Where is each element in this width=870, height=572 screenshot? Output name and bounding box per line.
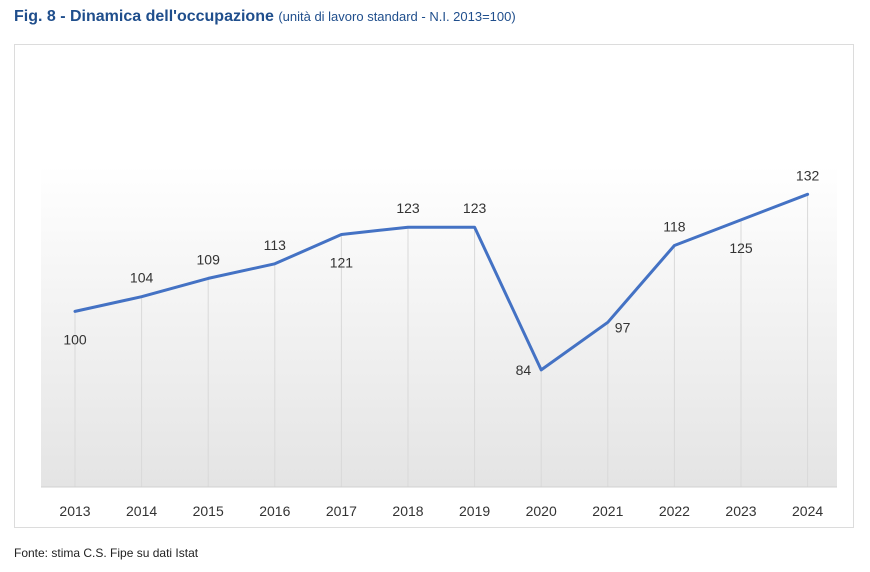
data-label-2015: 109 bbox=[197, 251, 221, 267]
x-tick-label-2018: 2018 bbox=[392, 503, 423, 519]
x-tick-label-2017: 2017 bbox=[326, 503, 357, 519]
x-tick-label-2013: 2013 bbox=[59, 503, 90, 519]
grid-lines bbox=[74, 194, 809, 487]
data-label-2018: 123 bbox=[396, 200, 420, 216]
x-tick-label-2021: 2021 bbox=[592, 503, 623, 519]
data-label-2023: 125 bbox=[729, 240, 753, 256]
data-label-2016: 113 bbox=[264, 237, 287, 253]
data-label-2020: 84 bbox=[516, 362, 532, 378]
data-label-2024: 132 bbox=[796, 167, 820, 183]
x-tick-label-2022: 2022 bbox=[659, 503, 690, 519]
x-tick-label-2024: 2024 bbox=[792, 503, 823, 519]
figure-title-subtitle: (unità di lavoro standard - N.I. 2013=10… bbox=[278, 9, 516, 24]
data-label-2022: 118 bbox=[663, 219, 686, 235]
data-label-2014: 104 bbox=[130, 270, 154, 286]
x-tick-label-2014: 2014 bbox=[126, 503, 157, 519]
plot-area-background bbox=[41, 165, 837, 487]
chart-frame: 100 104 109 113 121 123 123 84 97 118 125 132 2013 2… bbox=[14, 44, 854, 528]
data-labels: 100 104 109 113 121 123 123 84 97 118 125 132 bbox=[63, 167, 819, 378]
x-tick-label-2016: 2016 bbox=[259, 503, 290, 519]
x-tick-label-2020: 2020 bbox=[526, 503, 557, 519]
x-tick-label-2023: 2023 bbox=[725, 503, 756, 519]
figure-title: Fig. 8 - Dinamica dell'occupazione (unit… bbox=[14, 8, 516, 26]
data-label-2021: 97 bbox=[615, 319, 631, 335]
data-label-2017: 121 bbox=[330, 255, 354, 271]
x-tick-label-2019: 2019 bbox=[459, 503, 490, 519]
series-line bbox=[73, 192, 810, 372]
source-note: Fonte: stima C.S. Fipe su dati Istat bbox=[14, 546, 199, 560]
figure-title-main: Fig. 8 - Dinamica dell'occupazione bbox=[14, 8, 274, 25]
x-tick-label-2015: 2015 bbox=[193, 503, 224, 519]
x-tick-labels: 2013 2014 2015 2016 2017 2018 2019 2020 2021 2022… bbox=[59, 503, 823, 519]
data-label-2013: 100 bbox=[63, 331, 87, 347]
data-label-2019: 123 bbox=[463, 200, 487, 216]
